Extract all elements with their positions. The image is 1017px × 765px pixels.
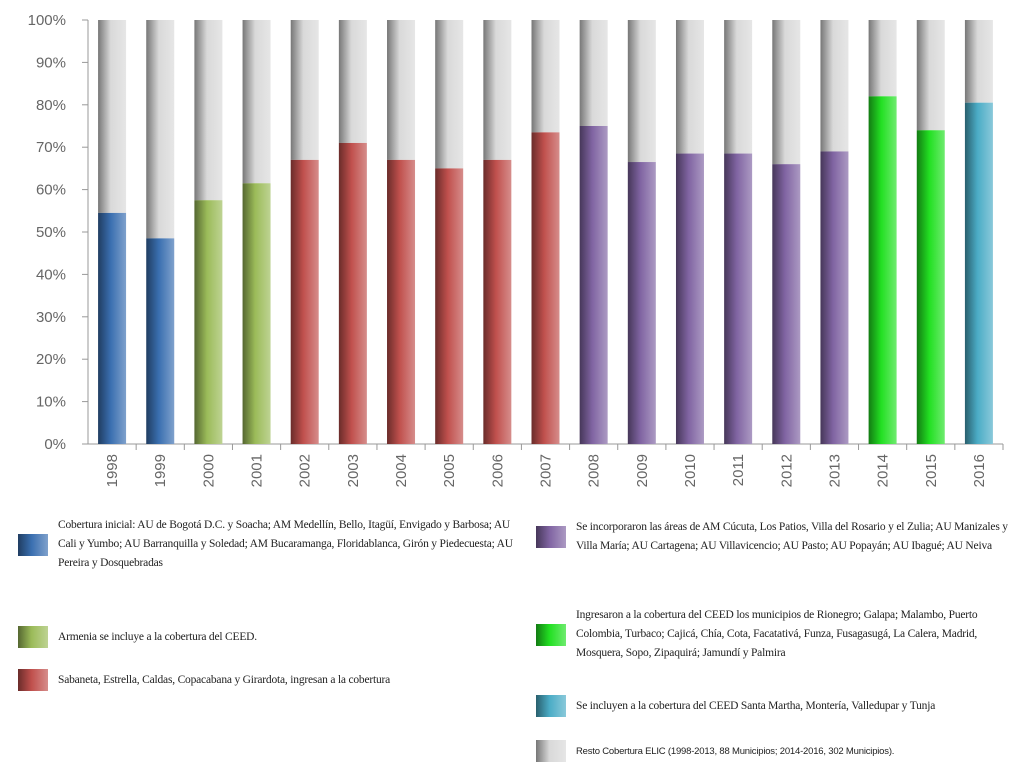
x-tick-label: 2000 bbox=[200, 454, 217, 487]
y-tick-label: 100% bbox=[28, 12, 66, 29]
bar-2009 bbox=[627, 162, 656, 445]
bar-2014 bbox=[868, 96, 897, 444]
y-tick-label: 50% bbox=[36, 224, 66, 241]
legend-label-sabaneta: Sabaneta, Estrella, Caldas, Copacabana y… bbox=[58, 673, 391, 686]
bar-2016 bbox=[964, 102, 993, 445]
bar-1998 bbox=[98, 212, 127, 444]
bar-rest-2005 bbox=[435, 20, 464, 169]
x-tick-label: 2001 bbox=[249, 454, 266, 487]
bar-rest-2016 bbox=[964, 20, 993, 103]
bar-2008 bbox=[579, 126, 608, 444]
bar-rest-2009 bbox=[627, 20, 656, 163]
y-tick-label: 60% bbox=[36, 182, 66, 199]
bar-rest-2004 bbox=[387, 20, 416, 160]
x-tick-label: 2006 bbox=[489, 454, 506, 487]
bar-rest-2015 bbox=[916, 20, 945, 131]
x-tick-label: 2004 bbox=[393, 454, 410, 487]
y-tick-label: 40% bbox=[36, 266, 66, 283]
legend-item-four-cities: Se incluyen a la cobertura del CEED Sant… bbox=[536, 695, 1011, 717]
x-tick-label: 2011 bbox=[730, 454, 747, 486]
bar-rest-2010 bbox=[675, 20, 704, 154]
bar-rest-2013 bbox=[820, 20, 849, 152]
bar-rest-1999 bbox=[146, 20, 175, 239]
x-tick-label: 2010 bbox=[682, 454, 699, 487]
bar-2004 bbox=[387, 159, 416, 445]
bar-1999 bbox=[146, 238, 175, 444]
legend-swatch-purple bbox=[536, 526, 566, 548]
bar-2005 bbox=[435, 168, 464, 444]
x-tick-label: 2005 bbox=[441, 454, 458, 487]
bar-rest-2003 bbox=[338, 20, 367, 143]
x-tick-label: 2014 bbox=[875, 454, 892, 487]
x-tick-label: 2007 bbox=[538, 454, 555, 487]
legend-label-new-areas: Se incorporaron las áreas de AM Cúcuta, … bbox=[576, 521, 1008, 552]
legend-label-four-cities: Se incluyen a la cobertura del CEED Sant… bbox=[576, 699, 936, 712]
bar-rest-2001 bbox=[242, 20, 271, 184]
bar-2013 bbox=[820, 151, 849, 444]
bar-rest-2011 bbox=[724, 20, 753, 154]
x-tick-label: 2013 bbox=[826, 454, 843, 487]
x-tick-label: 2003 bbox=[345, 454, 362, 487]
legend-swatch-red bbox=[18, 669, 48, 691]
y-tick-label: 70% bbox=[36, 139, 66, 156]
bar-rest-2007 bbox=[531, 20, 560, 133]
y-tick-label: 0% bbox=[44, 436, 66, 453]
bar-2002 bbox=[290, 159, 319, 445]
legend-item-new-municipalities: Ingresaron a la cobertura del CEED los m… bbox=[536, 606, 1011, 663]
bar-rest-2000 bbox=[194, 20, 223, 201]
x-tick-label: 2002 bbox=[297, 454, 314, 487]
bar-rest-2002 bbox=[290, 20, 319, 160]
bar-2000 bbox=[194, 200, 223, 444]
bar-2011 bbox=[724, 153, 753, 444]
y-tick-label: 30% bbox=[36, 309, 66, 326]
x-tick-label: 1998 bbox=[104, 454, 121, 487]
y-tick-label: 20% bbox=[36, 351, 66, 368]
bar-rest-2014 bbox=[868, 20, 897, 97]
bar-2006 bbox=[483, 159, 512, 445]
legend-label-initial-coverage: Cobertura inicial: AU de Bogotá D.C. y S… bbox=[58, 519, 513, 569]
y-tick-label: 80% bbox=[36, 97, 66, 114]
x-tick-label: 2009 bbox=[634, 454, 651, 487]
legend-swatch-olive bbox=[18, 626, 48, 648]
bar-2015 bbox=[916, 130, 945, 445]
legend-item-sabaneta: Sabaneta, Estrella, Caldas, Copacabana y… bbox=[18, 669, 523, 691]
bar-2007 bbox=[531, 132, 560, 445]
x-tick-label: 2008 bbox=[586, 454, 603, 487]
y-tick-label: 10% bbox=[36, 394, 66, 411]
legend-item-armenia: Armenia se incluye a la cobertura del CE… bbox=[18, 626, 523, 648]
bar-rest-2012 bbox=[772, 20, 801, 165]
legend-item-rest-elic: Resto Cobertura ELIC (1998-2013, 88 Muni… bbox=[536, 740, 1011, 762]
bar-2010 bbox=[675, 153, 704, 444]
y-tick-label: 90% bbox=[36, 54, 66, 71]
x-tick-label: 2016 bbox=[971, 454, 988, 487]
bar-rest-2008 bbox=[579, 20, 608, 126]
x-tick-label: 2015 bbox=[923, 454, 940, 487]
legend-label-rest-elic: Resto Cobertura ELIC (1998-2013, 88 Muni… bbox=[576, 745, 895, 757]
x-tick-label: 2012 bbox=[778, 454, 795, 487]
bar-2003 bbox=[338, 142, 367, 444]
legend-item-initial-coverage: Cobertura inicial: AU de Bogotá D.C. y S… bbox=[18, 516, 523, 573]
legend-item-new-areas: Se incorporaron las áreas de AM Cúcuta, … bbox=[536, 518, 1011, 556]
legend-label-armenia: Armenia se incluye a la cobertura del CE… bbox=[58, 630, 257, 643]
x-tick-label: 1999 bbox=[152, 454, 169, 487]
legend-swatch-green bbox=[536, 623, 566, 646]
bar-2012 bbox=[772, 164, 801, 444]
legend-swatch-blue bbox=[18, 533, 48, 556]
bar-2001 bbox=[242, 183, 271, 445]
bar-chart: 0% 10% 20% 30% 40% 50% 60% 70% 80% 90% 100% 1998 199… bbox=[28, 12, 1004, 487]
legend-label-new-municipalities: Ingresaron a la cobertura del CEED los m… bbox=[576, 609, 978, 659]
bar-rest-1998 bbox=[98, 20, 127, 213]
legend-swatch-rest bbox=[536, 740, 566, 762]
bar-rest-2006 bbox=[483, 20, 512, 160]
legend-swatch-teal bbox=[536, 695, 566, 717]
